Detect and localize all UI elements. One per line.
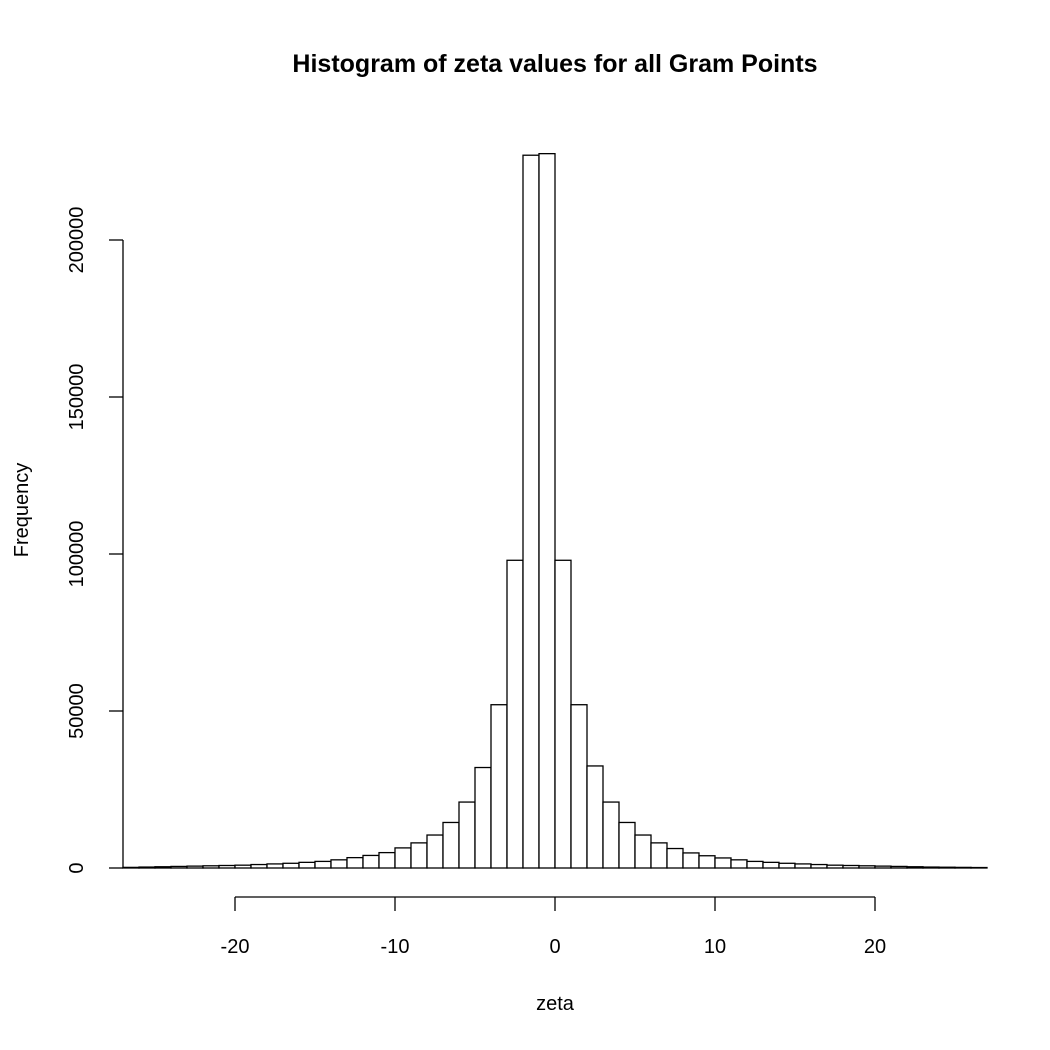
histogram-bar: [410, 842, 428, 869]
x-axis: -20 -10 0 10 20: [221, 896, 886, 958]
histogram-bar: [698, 855, 716, 869]
histogram-bar: [570, 704, 588, 869]
histogram-bar: [170, 865, 188, 869]
histogram-bar: [826, 864, 844, 869]
histogram-bar: [330, 859, 348, 869]
chart-title: Histogram of zeta values for all Gram Po…: [292, 50, 817, 78]
histogram-bar: [618, 821, 636, 869]
histogram-bar: [762, 861, 780, 869]
histogram-bar: [474, 766, 492, 869]
histogram-bar: [250, 863, 268, 869]
histogram-bar: [506, 559, 524, 869]
histogram-bar: [890, 865, 908, 869]
histogram-bar: [842, 864, 860, 869]
histogram-bar: [778, 862, 796, 869]
histogram-bar: [234, 864, 252, 869]
histogram-bar: [906, 866, 924, 869]
x-tick-label: -10: [381, 936, 410, 958]
histogram-bar: [938, 866, 956, 869]
y-tick-label: 150000: [66, 364, 88, 431]
histogram-bar: [730, 859, 748, 869]
y-tick-label: 50000: [66, 683, 88, 739]
histogram-bar: [858, 865, 876, 869]
histogram-bar: [362, 854, 380, 869]
histogram-bar: [794, 863, 812, 869]
histogram-bar: [522, 154, 540, 869]
histogram-bar: [218, 864, 236, 869]
histogram-bar: [714, 857, 732, 869]
histogram-bars: [122, 152, 988, 869]
histogram-bar: [682, 852, 700, 869]
histogram-bar: [810, 863, 828, 869]
histogram-bar: [554, 559, 572, 869]
histogram-bar: [346, 856, 364, 869]
histogram-bar: [122, 866, 140, 869]
histogram-bar: [394, 847, 412, 869]
histogram-bar: [378, 851, 396, 869]
histogram-bar: [490, 704, 508, 869]
histogram-bar: [186, 865, 204, 869]
histogram-bar: [634, 834, 652, 869]
x-axis-label: zeta: [536, 993, 575, 1015]
x-tick-label: 10: [704, 936, 726, 958]
y-tick-label: 200000: [66, 207, 88, 274]
histogram-bar: [426, 834, 444, 869]
x-tick-label: 0: [549, 936, 560, 958]
histogram-bar: [266, 863, 284, 869]
histogram-bar: [314, 860, 332, 869]
histogram-bar: [538, 152, 556, 869]
histogram-bar: [650, 842, 668, 869]
histogram-bar: [154, 866, 172, 869]
histogram-bar: [602, 801, 620, 869]
histogram-bar: [874, 865, 892, 869]
y-axis: 0 50000 100000 150000 200000: [66, 207, 124, 874]
x-tick-label: 20: [864, 936, 886, 958]
x-tick-label: -20: [221, 936, 250, 958]
histogram-bar: [586, 765, 604, 869]
histogram-bar: [666, 847, 684, 869]
histogram-bar: [442, 821, 460, 869]
histogram-bar: [202, 865, 220, 869]
y-axis-label: Frequency: [11, 463, 33, 558]
histogram-bar: [746, 860, 764, 869]
histogram-bar: [298, 861, 316, 869]
y-tick-label: 100000: [66, 521, 88, 588]
histogram-bar: [458, 801, 476, 869]
histogram-bar: [922, 866, 940, 869]
histogram-bar: [138, 866, 156, 869]
histogram-bar: [954, 866, 972, 869]
histogram-bar: [282, 862, 300, 869]
y-tick-label: 0: [66, 862, 88, 873]
